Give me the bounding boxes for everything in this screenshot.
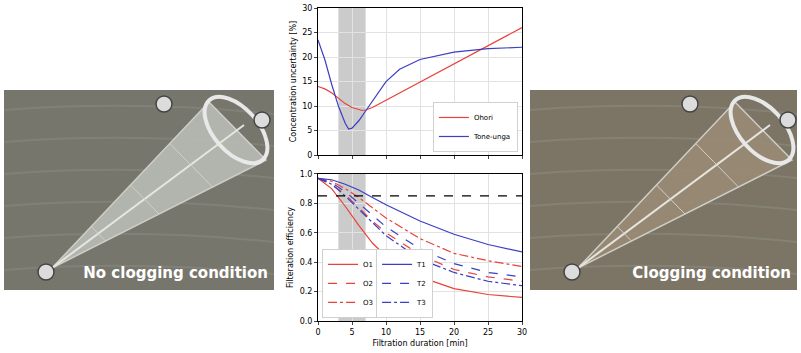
- svg-text:Tone-unga: Tone-unga: [473, 133, 510, 141]
- svg-text:20: 20: [449, 328, 459, 337]
- svg-text:30: 30: [302, 4, 312, 13]
- svg-text:0.0: 0.0: [300, 317, 313, 326]
- svg-text:O3: O3: [363, 299, 373, 307]
- svg-text:O2: O2: [363, 280, 373, 288]
- svg-text:Filtration duration [min]: Filtration duration [min]: [372, 339, 467, 348]
- svg-text:15: 15: [302, 77, 312, 86]
- svg-text:0.2: 0.2: [300, 287, 313, 296]
- svg-text:25: 25: [302, 28, 312, 37]
- svg-text:15: 15: [415, 328, 425, 337]
- svg-text:Clogging condition: Clogging condition: [632, 264, 791, 282]
- svg-text:T2: T2: [416, 280, 426, 288]
- svg-text:5: 5: [307, 126, 312, 135]
- svg-text:10: 10: [302, 102, 312, 111]
- svg-text:20: 20: [302, 53, 312, 62]
- svg-text:30: 30: [517, 328, 527, 337]
- svg-text:O1: O1: [363, 261, 373, 269]
- svg-text:0: 0: [307, 151, 312, 160]
- svg-text:0.8: 0.8: [300, 199, 313, 208]
- svg-text:1.0: 1.0: [300, 170, 313, 179]
- svg-text:Concentration uncertainty [%]: Concentration uncertainty [%]: [289, 21, 298, 142]
- svg-text:25: 25: [483, 328, 493, 337]
- svg-text:0.6: 0.6: [300, 229, 313, 238]
- svg-text:T1: T1: [416, 261, 426, 269]
- svg-text:5: 5: [349, 328, 354, 337]
- svg-text:10: 10: [381, 328, 391, 337]
- svg-text:0.4: 0.4: [300, 258, 313, 267]
- svg-text:T3: T3: [416, 299, 426, 307]
- svg-text:Ohori: Ohori: [474, 114, 493, 122]
- svg-text:Filteration efficiency: Filteration efficiency: [286, 207, 295, 288]
- svg-text:0: 0: [315, 328, 320, 337]
- svg-text:No clogging condition: No clogging condition: [83, 264, 268, 282]
